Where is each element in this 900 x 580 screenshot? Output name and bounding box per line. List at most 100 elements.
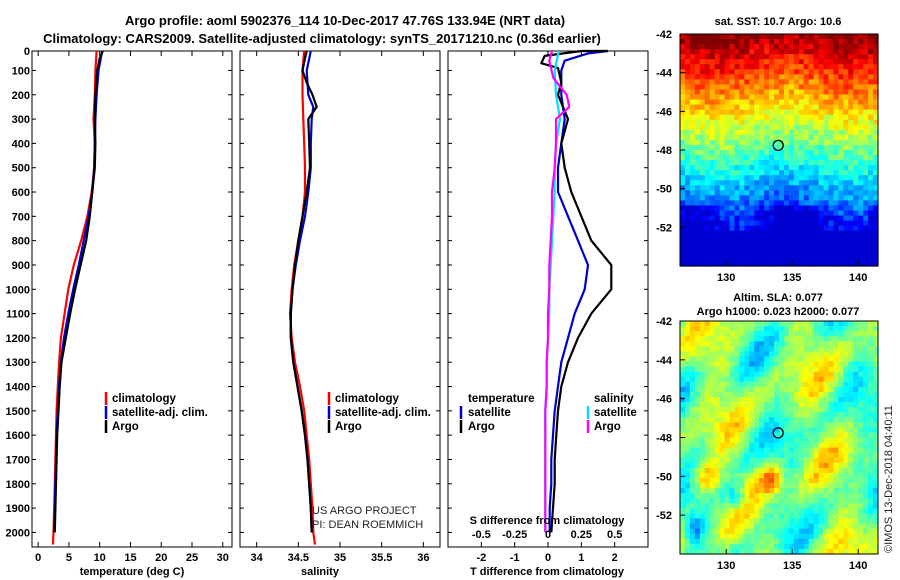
sla-cell [689,432,696,439]
sla-cell [719,543,726,550]
sla-cell [838,326,844,332]
sla-cell [704,503,711,510]
sla-cell [724,498,731,504]
sst-cell [779,44,785,50]
sst-cell [764,144,770,151]
sla-cell [684,538,691,545]
sst-cell [684,180,691,186]
sst-cell [858,49,864,55]
sla-cell [818,427,825,434]
sst-cell [818,195,825,202]
sla-cell [719,331,726,337]
sst-cell [739,250,745,257]
sla-cell [739,543,745,550]
sla-cell [759,437,765,444]
sla-cell [843,462,849,469]
sst-cell [694,114,701,121]
sla-cell [813,498,820,504]
sla-cell [744,483,750,489]
sst-cell [694,69,701,75]
sla-cell [719,457,726,464]
sst-cell [813,240,820,247]
sla-cell [848,457,854,464]
sst-cell [848,195,854,202]
sst-cell [739,119,745,126]
sla-cell [868,381,874,388]
sst-cell [714,54,721,60]
sst-cell [783,155,790,161]
sla-cell [739,396,745,403]
sla-cell [813,366,820,373]
sla-cell [680,483,686,489]
sst-cell [680,89,686,96]
sla-cell [779,447,785,454]
sla-cell [868,508,874,515]
sst-cell [699,260,706,267]
sst-cell [823,44,830,50]
sst-cell [858,200,864,207]
sla-cell [838,376,844,383]
sla-cell [813,417,820,423]
sst-cell [744,39,750,45]
sst-cell [779,54,785,60]
sla-cell [808,528,815,535]
sst-cell [749,94,755,101]
sla-cell [774,437,780,444]
sst-cell [823,170,830,176]
sst-cell [764,225,770,232]
sst-cell [783,59,790,65]
sst-cell [779,89,785,96]
sla-cell [863,533,869,540]
sla-cell [843,376,849,383]
sst-cell [699,195,706,202]
sla-cell [734,361,740,368]
sla-cell [714,341,721,347]
sst-cell [694,139,701,146]
sla-cell [848,427,854,434]
sla-cell [808,478,815,484]
sst-cell [828,220,835,227]
sst-cell [774,69,780,75]
sla-cell [714,391,721,398]
sst-cell [803,104,810,111]
sla-cell [759,548,765,555]
sst-cell [699,144,706,151]
sst-cell [823,180,830,186]
sla-cell [838,513,844,520]
sla-cell [709,493,716,499]
sst-cell [848,185,854,191]
sst-cell [853,104,859,111]
sla-cell [779,422,785,428]
sla-cell [858,326,864,332]
sst-cell [798,225,805,232]
sst-cell [729,49,736,55]
sla-cell [684,427,691,434]
sla-cell [749,341,755,347]
sla-cell [873,396,879,403]
sla-cell [714,523,721,530]
sla-cell [764,467,770,474]
sst-cell [833,124,839,131]
sst-cell [848,170,854,176]
sst-cell [863,195,869,202]
sst-cell [848,89,854,96]
sst-cell [808,119,815,126]
sst-cell [868,69,874,75]
sla-cell [724,523,731,530]
sst-cell [798,245,805,252]
sst-cell [689,84,696,91]
sla-cell [818,543,825,550]
sla-cell [734,396,740,403]
sst-cell [858,260,864,267]
sla-cell [813,508,820,515]
sla-cell [699,412,706,418]
sst-cell [853,200,859,207]
sst-cell [803,210,810,217]
sst-cell [848,104,854,111]
sla-cell [828,447,835,454]
sst-cell [843,225,849,232]
sst-cell [719,220,726,227]
sla-cell [848,391,854,398]
sst-cell [719,59,726,65]
sst-cell [769,39,775,45]
